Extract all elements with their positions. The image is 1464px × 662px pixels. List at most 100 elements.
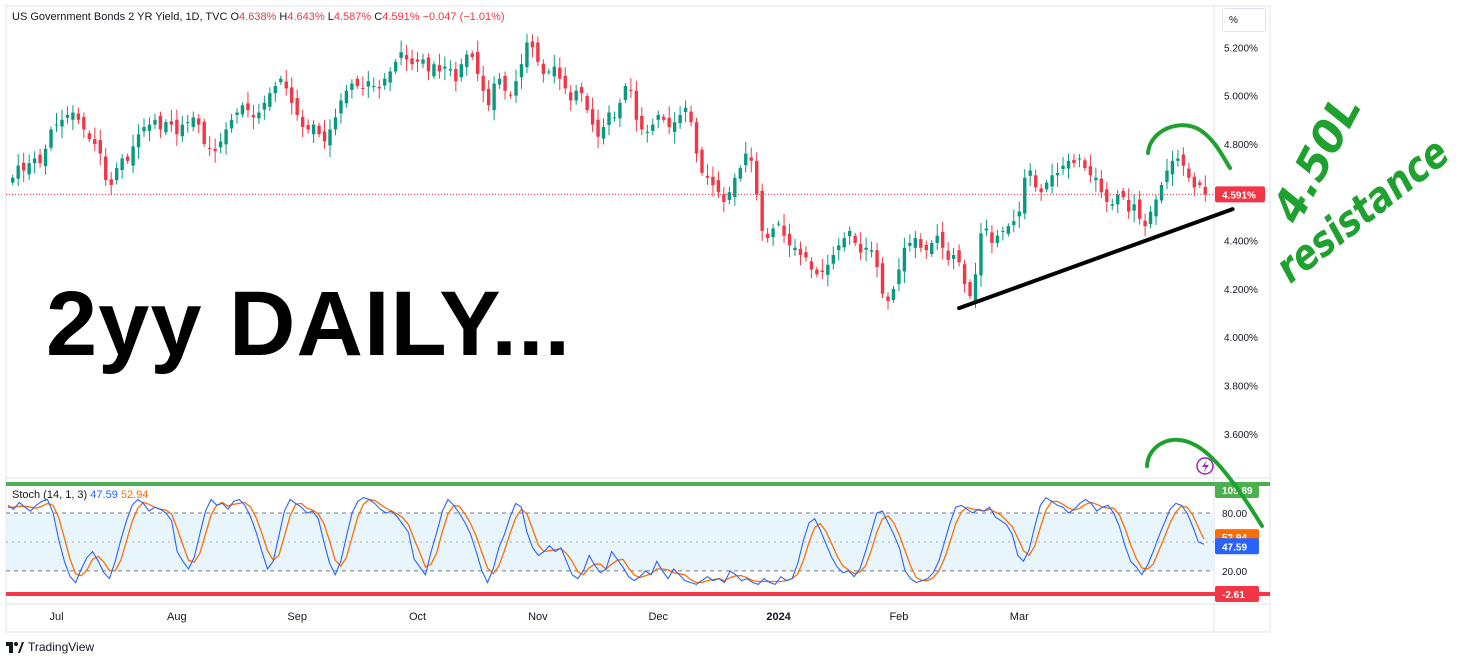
candle-body	[749, 157, 753, 161]
candle-body	[541, 63, 546, 74]
stoch-d-value: 52.94	[120, 489, 149, 501]
candle-body	[1088, 166, 1093, 176]
price-axis[interactable]: 5.200%5.000%4.800%4.600%4.400%4.200%4.00…	[1215, 43, 1265, 441]
candle-body	[722, 194, 726, 202]
candle-body	[246, 103, 250, 111]
tradingview-logo[interactable]: TradingView	[6, 640, 94, 654]
stoch-band-label-80: 80.00	[1222, 509, 1247, 520]
grid	[5, 5, 1271, 633]
candle-body	[662, 116, 666, 120]
candle-body	[1061, 165, 1065, 170]
candle-body	[437, 65, 442, 72]
lightning-icon-ring	[1196, 457, 1214, 475]
candle-body	[366, 81, 371, 87]
candle-body	[869, 250, 874, 252]
percent-scale-button[interactable]: %	[1222, 8, 1266, 32]
candle-body	[1203, 186, 1207, 195]
candle-body	[847, 230, 852, 237]
candle-body	[306, 125, 310, 130]
candle-body	[120, 158, 124, 171]
candle-body	[180, 124, 185, 137]
candle-body	[1083, 160, 1087, 169]
handwritten-arc-top	[1146, 123, 1232, 170]
candle-body	[645, 131, 649, 133]
candle-body	[672, 122, 677, 132]
candle-body	[76, 113, 81, 120]
candle-body	[891, 288, 896, 300]
candle-body	[87, 133, 92, 140]
candle-body	[333, 117, 338, 130]
candle-body	[908, 242, 912, 246]
candle-body	[1017, 211, 1021, 217]
candle-body	[951, 255, 956, 259]
candle-body	[640, 115, 644, 130]
candle-body	[705, 175, 710, 178]
candle-body	[290, 87, 294, 103]
candle-body	[311, 124, 316, 135]
time-tick-label: Nov	[528, 611, 548, 623]
time-tick-label: 2024	[766, 611, 791, 623]
candle-body	[760, 190, 764, 231]
candle-body	[125, 156, 130, 161]
candle-body	[49, 129, 53, 148]
candle-body	[11, 177, 15, 183]
candle-body	[71, 112, 75, 120]
candle-body	[1105, 189, 1109, 202]
candle-body	[1154, 199, 1158, 217]
candle-body	[328, 129, 332, 146]
candle-body	[43, 148, 48, 167]
candle-body	[623, 85, 628, 100]
candle-body	[218, 141, 223, 148]
candle-body	[1066, 160, 1071, 169]
candle-body	[837, 245, 841, 251]
candle-body	[902, 247, 907, 272]
stoch-band	[6, 513, 1214, 571]
candle-body	[793, 247, 797, 251]
stoch-k-label: 47.59	[1222, 542, 1247, 553]
candle-body	[563, 75, 567, 89]
candle-body	[284, 81, 288, 89]
candle-body	[1137, 199, 1142, 219]
price-tick-label: 4.200%	[1224, 285, 1258, 296]
candle-body	[1165, 170, 1169, 183]
open-value: 4.638%	[239, 11, 277, 23]
candle-body	[16, 165, 20, 179]
candle-body	[481, 75, 485, 91]
candle-body	[153, 119, 157, 125]
stoch-min-label-box	[1215, 586, 1259, 602]
candle-body	[1143, 220, 1147, 227]
candle-body	[355, 78, 360, 86]
candle-body	[930, 242, 934, 255]
candle-body	[1055, 172, 1060, 176]
price-tick-label: 4.400%	[1224, 237, 1258, 248]
candle-body	[393, 61, 398, 72]
low-value: 4.587%	[333, 11, 372, 23]
candle-body	[202, 121, 206, 144]
candle-body	[634, 90, 639, 120]
candle-body	[940, 231, 945, 248]
candle-body	[656, 114, 660, 120]
candle-body	[973, 274, 978, 301]
candle-body	[995, 235, 1000, 243]
last-price-label: 4.591%	[1222, 190, 1256, 201]
stoch-title[interactable]: Stoch (14, 1, 3)	[12, 489, 88, 501]
candle-body	[169, 121, 174, 125]
candle-body	[771, 228, 775, 238]
candle-body	[235, 112, 239, 115]
candle-body	[519, 64, 524, 78]
candle-body	[667, 117, 671, 128]
candle-body	[426, 57, 431, 72]
candle-body	[191, 117, 195, 128]
candle-body	[913, 238, 918, 248]
stoch-band-label-20: 20.00	[1222, 567, 1247, 578]
time-tick-label: Aug	[167, 611, 187, 623]
time-tick-label: Dec	[648, 611, 668, 623]
candle-body	[383, 78, 387, 86]
candle-body	[809, 261, 814, 270]
candle-body	[503, 75, 507, 91]
time-axis[interactable]: Jul Aug Sep Oct Nov Dec 2024 Feb Mar	[49, 611, 1029, 623]
high-label: H	[279, 11, 288, 23]
symbol-title[interactable]: US Government Bonds 2 YR Yield, 1D, TVC	[12, 11, 228, 23]
candle-body	[27, 163, 31, 175]
